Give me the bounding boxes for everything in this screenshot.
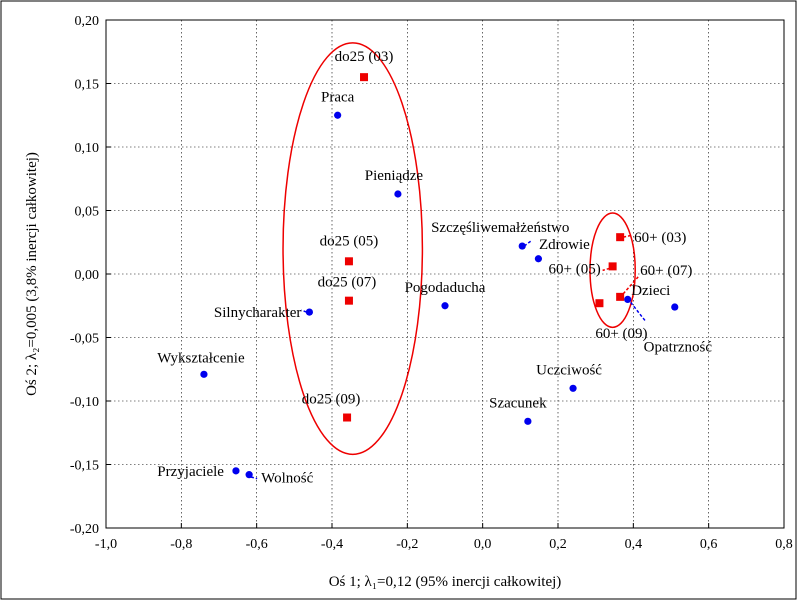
point-pogodaducha <box>441 302 449 310</box>
point-szczesliwemalzenstwo <box>518 242 526 250</box>
y-tick-label: -0,15 <box>70 459 99 474</box>
y-tick-label: 0,05 <box>75 205 100 220</box>
label-opatrznosc: Opatrzność <box>644 339 713 355</box>
label-pieniadze: Pieniądze <box>365 168 424 184</box>
x-tick-label: -0,8 <box>170 537 192 552</box>
label-do25-03: do25 (03) <box>335 49 394 65</box>
label-szacunek: Szacunek <box>489 395 547 411</box>
x-tick-label: -0,2 <box>396 537 418 552</box>
y-tick-label: -0,05 <box>70 332 99 347</box>
x-tick-label: -0,4 <box>321 537 343 552</box>
point-wolnosc <box>245 471 253 479</box>
label-60-05: 60+ (05) <box>549 261 601 277</box>
point-do25-03 <box>360 73 369 82</box>
label-60-07: 60+ (07) <box>640 263 692 279</box>
label-do25-07: do25 (07) <box>318 275 377 291</box>
point-60-05 <box>608 262 617 271</box>
label-60-03: 60+ (03) <box>634 230 686 246</box>
label-wyksztalcenie: Wykształcenie <box>157 350 245 366</box>
group-ellipse-2 <box>589 212 636 329</box>
point-dzieci <box>671 303 679 311</box>
point-60-03 <box>616 233 625 242</box>
label-60-09: 60+ (09) <box>595 326 647 342</box>
label-pogodaducha: Pogodaducha <box>405 280 486 296</box>
connector-silnycharakter <box>301 309 307 313</box>
point-opatrznosc <box>624 295 632 303</box>
label-uczciwosc: Uczciwość <box>536 362 602 378</box>
point-layer <box>200 73 679 479</box>
label-przyjaciele: Przyjaciele <box>157 464 224 480</box>
ellipse-layer <box>282 42 636 456</box>
point-do25-05 <box>344 257 353 266</box>
y-tick-label: 0,10 <box>75 141 100 156</box>
x-tick-label: -1,0 <box>95 537 117 552</box>
point-60-09 <box>595 299 604 308</box>
grid-layer <box>106 20 784 528</box>
label-do25-05: do25 (05) <box>320 233 379 249</box>
connector-60-05 <box>602 267 610 272</box>
point-silnycharakter <box>305 308 313 316</box>
label-do25-09: do25 (09) <box>302 392 361 408</box>
group-ellipse-1 <box>282 42 424 456</box>
y-tick-label: -0,10 <box>70 395 99 410</box>
x-tick-label: -0,6 <box>246 537 268 552</box>
point-zdrowie <box>534 255 543 263</box>
x-tick-label: 0,0 <box>474 537 492 552</box>
point-wyksztalcenie <box>200 370 208 378</box>
connector-60-07 <box>622 276 639 295</box>
point-szacunek <box>524 417 532 425</box>
y-tick-label: 0,15 <box>75 78 100 93</box>
point-do25-09 <box>343 413 352 422</box>
label-dzieci: Dzieci <box>631 283 670 299</box>
label-zdrowie: Zdrowie <box>539 237 590 253</box>
x-tick-label: 0,6 <box>700 537 718 552</box>
y-axis-title: Oś 2; λ₂=0,005 (3,8% inercji całkowitej) <box>24 152 40 396</box>
label-wolnosc: Wolność <box>261 471 313 487</box>
x-tick-label: 0,4 <box>625 537 643 552</box>
tick-layer: -1,0 -0,8 -0,6 -0,4 -0,2 0,0 0,2 0,4 0,6 0,8 -0,20… <box>70 14 793 552</box>
point-60-07 <box>616 292 625 301</box>
point-do25-07 <box>344 296 353 305</box>
y-tick-label: 0,20 <box>75 14 100 29</box>
point-praca <box>334 111 342 119</box>
label-layer: Praca Pieniądze SzczęśliwemałżeństwoZdrowi… <box>157 49 712 487</box>
x-tick-label: 0,2 <box>549 537 567 552</box>
x-tick-label: 0,8 <box>775 537 793 552</box>
label-silnycharakter: Silnycharakter <box>214 305 301 321</box>
y-tick-label: 0,00 <box>75 268 100 283</box>
connector-60-03 <box>622 234 633 238</box>
point-pieniadze <box>394 190 402 198</box>
point-uczciwosc <box>569 384 577 392</box>
label-szczesliwemalzenstwo: Szczęśliwemałżeństwo <box>431 220 569 236</box>
connector-opatrznosc <box>630 301 647 322</box>
x-axis-title: Oś 1; λ₁=0,12 (95% inercji całkowitej) <box>329 574 562 590</box>
y-tick-label: -0,20 <box>70 522 99 537</box>
label-praca: Praca <box>321 89 355 105</box>
point-przyjaciele <box>232 467 240 475</box>
